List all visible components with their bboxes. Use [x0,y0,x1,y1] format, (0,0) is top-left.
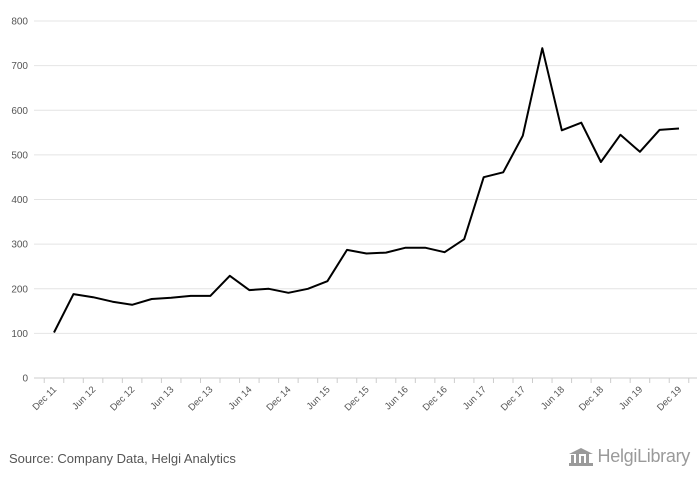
source-text: Source: Company Data, Helgi Analytics [9,451,236,466]
y-tick-label: 400 [11,195,28,206]
library-icon [568,447,593,466]
x-tick-label: Jun 18 [539,384,567,412]
y-axis: 0 100 200 300 400 500 600 700 800 [11,17,28,385]
x-tick-label: Jun 17 [461,384,489,412]
x-tick-label: Dec 12 [108,384,137,413]
x-tick-label: Jun 19 [617,384,645,412]
y-tick-label: 700 [11,61,28,72]
y-tick-label: 0 [22,374,28,385]
x-tick-label: Dec 16 [421,384,450,413]
y-tick-label: 600 [11,106,28,117]
series-line [53,47,680,333]
brand-logo: HelgiLibrary [568,446,690,467]
brand-name: HelgiLibrary [597,446,691,466]
x-tick-label: Dec 15 [343,384,372,413]
y-tick-label: 100 [11,329,28,340]
y-tick-label: 500 [11,150,28,161]
grid-lines [34,20,697,334]
y-tick-label: 300 [11,240,28,251]
footer: Source: Company Data, Helgi Analytics He… [0,440,700,480]
x-tick-label: Jun 15 [305,384,333,412]
x-tick-label: Jun 16 [383,384,411,412]
x-tick-label: Dec 11 [31,384,60,413]
x-tick-label: Dec 19 [655,384,684,413]
x-tick-label: Jun 14 [226,384,254,412]
x-tick-label: Dec 17 [499,384,528,413]
y-tick-label: 200 [11,284,28,295]
x-tick-label: Jun 12 [70,384,98,412]
x-axis: Dec 11 Jun 12 Dec 12 Jun 13 Dec 13 Jun 14 Dec … [31,378,690,413]
x-tick-label: Dec 18 [577,384,606,413]
y-tick-label: 800 [11,17,28,28]
x-tick-label: Dec 13 [186,384,215,413]
x-tick-label: Jun 13 [148,384,176,412]
x-tick-label: Dec 14 [264,384,293,413]
